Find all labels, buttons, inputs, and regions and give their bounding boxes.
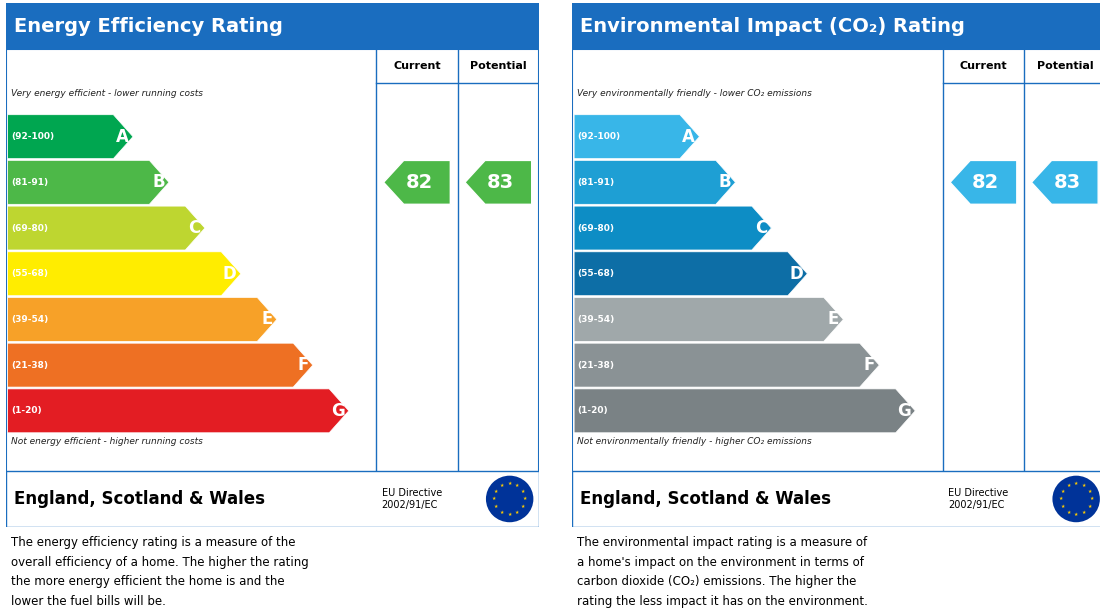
Text: ★: ★ bbox=[1060, 489, 1065, 494]
Polygon shape bbox=[384, 160, 450, 205]
Text: (39-54): (39-54) bbox=[11, 315, 48, 324]
Text: The environmental impact rating is a measure of
a home's impact on the environme: The environmental impact rating is a mea… bbox=[578, 537, 868, 608]
Text: F: F bbox=[297, 356, 308, 374]
Polygon shape bbox=[8, 206, 205, 250]
Text: (81-91): (81-91) bbox=[578, 178, 615, 187]
Text: ★: ★ bbox=[1081, 509, 1086, 514]
Text: E: E bbox=[261, 310, 273, 328]
Text: D: D bbox=[790, 265, 803, 283]
Polygon shape bbox=[574, 160, 736, 205]
Text: ★: ★ bbox=[507, 512, 512, 517]
Polygon shape bbox=[8, 389, 349, 433]
Text: (69-80): (69-80) bbox=[11, 224, 47, 233]
Text: G: G bbox=[331, 402, 344, 420]
Text: England, Scotland & Wales: England, Scotland & Wales bbox=[580, 490, 830, 508]
Polygon shape bbox=[8, 115, 133, 158]
Text: ★: ★ bbox=[515, 484, 519, 488]
Text: (1-20): (1-20) bbox=[578, 407, 608, 415]
Text: ★: ★ bbox=[499, 484, 504, 488]
Text: Current: Current bbox=[959, 62, 1008, 71]
Text: (55-68): (55-68) bbox=[11, 269, 47, 278]
Text: ★: ★ bbox=[1074, 481, 1078, 486]
Text: (39-54): (39-54) bbox=[578, 315, 615, 324]
Circle shape bbox=[1053, 476, 1100, 522]
Text: ★: ★ bbox=[1060, 504, 1065, 509]
Polygon shape bbox=[574, 389, 915, 433]
Text: F: F bbox=[864, 356, 874, 374]
Text: ★: ★ bbox=[520, 489, 525, 494]
Text: A: A bbox=[682, 128, 695, 145]
Text: (92-100): (92-100) bbox=[578, 132, 620, 141]
Polygon shape bbox=[574, 252, 807, 296]
Text: ★: ★ bbox=[1058, 496, 1063, 501]
Text: ★: ★ bbox=[499, 509, 504, 514]
Circle shape bbox=[486, 476, 534, 522]
Polygon shape bbox=[8, 343, 312, 387]
Bar bbox=[572, 471, 1100, 527]
Text: ★: ★ bbox=[522, 496, 527, 501]
Text: Potential: Potential bbox=[1036, 62, 1093, 71]
Polygon shape bbox=[574, 298, 844, 341]
Text: 82: 82 bbox=[971, 173, 999, 192]
Text: ★: ★ bbox=[1066, 509, 1070, 514]
Text: (81-91): (81-91) bbox=[11, 178, 48, 187]
Text: Environmental Impact (CO₂) Rating: Environmental Impact (CO₂) Rating bbox=[580, 17, 965, 36]
Text: (21-38): (21-38) bbox=[578, 360, 614, 370]
Text: (92-100): (92-100) bbox=[11, 132, 54, 141]
Polygon shape bbox=[950, 160, 1016, 205]
Text: ★: ★ bbox=[1074, 512, 1078, 517]
Text: Energy Efficiency Rating: Energy Efficiency Rating bbox=[13, 17, 283, 36]
Polygon shape bbox=[574, 206, 771, 250]
Polygon shape bbox=[8, 252, 241, 296]
Text: A: A bbox=[116, 128, 129, 145]
Polygon shape bbox=[1032, 160, 1098, 205]
Text: G: G bbox=[898, 402, 911, 420]
Text: (69-80): (69-80) bbox=[578, 224, 614, 233]
Text: B: B bbox=[718, 173, 732, 192]
Text: Very environmentally friendly - lower CO₂ emissions: Very environmentally friendly - lower CO… bbox=[578, 89, 812, 97]
Text: ★: ★ bbox=[507, 481, 512, 486]
Text: C: C bbox=[755, 219, 767, 237]
Text: ★: ★ bbox=[1066, 484, 1070, 488]
Text: Not energy efficient - higher running costs: Not energy efficient - higher running co… bbox=[11, 437, 202, 446]
Text: Very energy efficient - lower running costs: Very energy efficient - lower running co… bbox=[11, 89, 202, 97]
Text: ★: ★ bbox=[1087, 489, 1091, 494]
Text: (1-20): (1-20) bbox=[11, 407, 42, 415]
Text: 82: 82 bbox=[405, 173, 432, 192]
Bar bbox=[572, 3, 1100, 49]
Text: 83: 83 bbox=[487, 173, 514, 192]
Text: England, Scotland & Wales: England, Scotland & Wales bbox=[13, 490, 264, 508]
Polygon shape bbox=[465, 160, 531, 205]
Bar bbox=[6, 471, 539, 527]
Polygon shape bbox=[8, 160, 169, 205]
Polygon shape bbox=[8, 298, 277, 341]
Text: ★: ★ bbox=[1081, 484, 1086, 488]
Text: E: E bbox=[827, 310, 839, 328]
Text: Potential: Potential bbox=[470, 62, 527, 71]
Text: ★: ★ bbox=[494, 489, 498, 494]
Text: (21-38): (21-38) bbox=[11, 360, 47, 370]
Polygon shape bbox=[574, 343, 879, 387]
Text: (55-68): (55-68) bbox=[578, 269, 614, 278]
Text: D: D bbox=[223, 265, 236, 283]
Text: C: C bbox=[188, 219, 200, 237]
Text: ★: ★ bbox=[1089, 496, 1093, 501]
Bar bbox=[6, 3, 539, 49]
Text: 83: 83 bbox=[1054, 173, 1080, 192]
Text: ★: ★ bbox=[1087, 504, 1091, 509]
Text: ★: ★ bbox=[520, 504, 525, 509]
Text: EU Directive
2002/91/EC: EU Directive 2002/91/EC bbox=[948, 488, 1009, 510]
Polygon shape bbox=[574, 115, 700, 158]
Text: B: B bbox=[152, 173, 165, 192]
Text: The energy efficiency rating is a measure of the
overall efficiency of a home. T: The energy efficiency rating is a measur… bbox=[11, 537, 309, 608]
Text: EU Directive
2002/91/EC: EU Directive 2002/91/EC bbox=[382, 488, 442, 510]
Text: ★: ★ bbox=[492, 496, 496, 501]
Text: Current: Current bbox=[393, 62, 441, 71]
Text: Not environmentally friendly - higher CO₂ emissions: Not environmentally friendly - higher CO… bbox=[578, 437, 812, 446]
Text: ★: ★ bbox=[494, 504, 498, 509]
Text: ★: ★ bbox=[515, 509, 519, 514]
